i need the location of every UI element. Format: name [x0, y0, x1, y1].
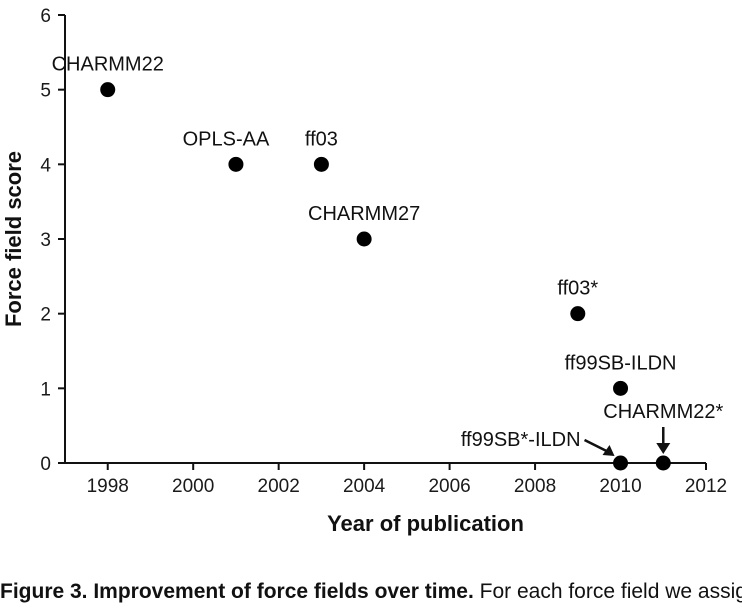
- axes: [64, 15, 706, 464]
- data-point: [655, 455, 671, 471]
- caption-text: For each force field we assign the score…: [479, 580, 742, 603]
- y-tick-label: 6: [40, 6, 51, 27]
- data-point: [228, 156, 244, 172]
- y-tick-label: 3: [40, 230, 51, 251]
- data-point: [356, 231, 372, 247]
- y-ticks: 0 1 2 3 4 5 6: [40, 6, 65, 475]
- x-tick-label: 1998: [87, 476, 129, 497]
- x-tick-label: 2000: [172, 476, 214, 497]
- data-point: [313, 156, 329, 172]
- data-point: [613, 380, 629, 396]
- point-label: CHARMM22: [52, 54, 164, 76]
- point-label: ff99SB-ILDN: [565, 352, 677, 374]
- point-label: ff99SB*-ILDN: [461, 429, 581, 451]
- y-tick-label: 5: [40, 81, 51, 102]
- x-ticks: 1998 2000 2002 2004 2006 2008 2010 2012: [87, 463, 727, 497]
- x-axis-title: Year of publication: [327, 511, 524, 536]
- arrow-head: [656, 443, 671, 454]
- y-axis-title: Force field score: [1, 151, 26, 327]
- y-tick-label: 2: [40, 305, 51, 326]
- x-tick-label: 2012: [685, 476, 727, 497]
- x-tick-label: 2004: [343, 476, 386, 497]
- point-label: OPLS-AA: [183, 128, 270, 150]
- data-point: [570, 306, 586, 322]
- arrow-head: [602, 445, 615, 456]
- caption-title: Figure 3. Improvement of force fields ov…: [0, 580, 474, 603]
- point-label: CHARMM22*: [603, 401, 723, 423]
- point-labels: CHARMM22 OPLS-AA ff03 CHARMM27 ff03* ff99SB-I…: [52, 54, 723, 456]
- data-point: [100, 82, 116, 98]
- point-label: ff03*: [557, 278, 598, 300]
- y-tick-label: 4: [40, 155, 51, 176]
- x-tick-label: 2006: [428, 476, 470, 497]
- y-tick-label: 0: [40, 454, 51, 475]
- y-tick-label: 1: [40, 379, 51, 400]
- force-field-chart: 1998 2000 2002 2004 2006 2008 2010 2012 0 1 2 3 4 5 6…: [1, 6, 727, 536]
- x-tick-label: 2002: [258, 476, 300, 497]
- point-label: ff03: [305, 128, 338, 150]
- point-label: CHARMM27: [308, 203, 420, 225]
- x-tick-label: 2010: [599, 476, 641, 497]
- data-points: [100, 82, 671, 471]
- x-tick-label: 2008: [514, 476, 556, 497]
- data-point: [613, 455, 629, 471]
- figure-caption: Figure 3. Improvement of force fields ov…: [0, 578, 742, 614]
